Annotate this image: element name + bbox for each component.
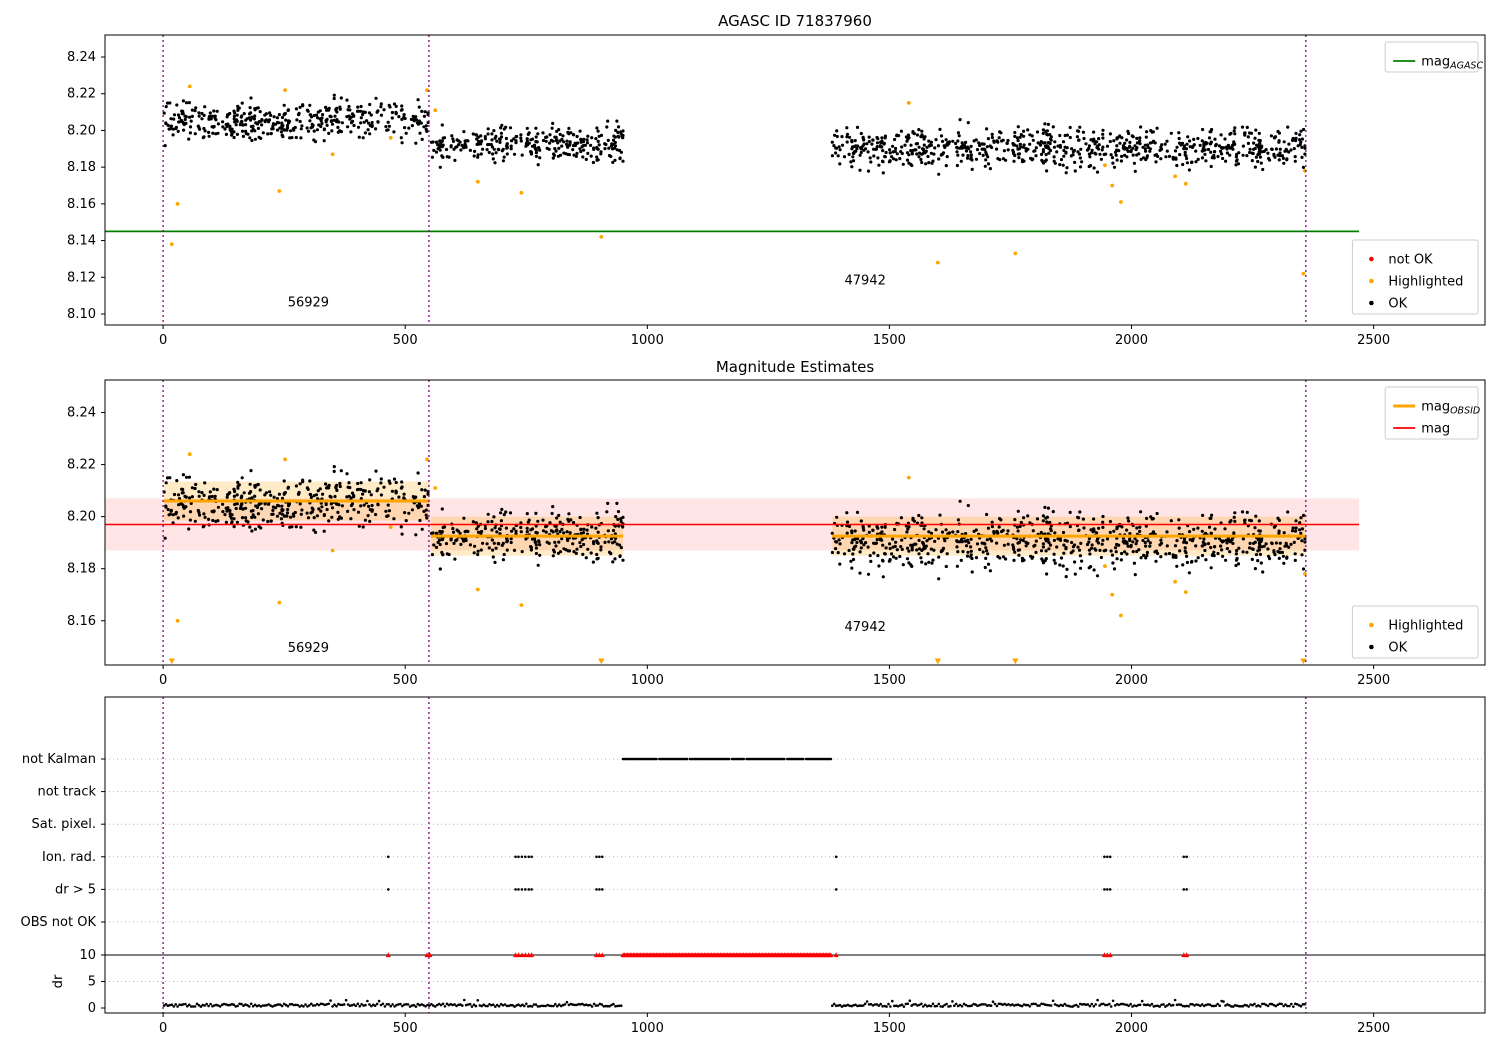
x-tick-label: 2000 [1115, 673, 1148, 688]
y-tick-label: 8.18 [67, 160, 96, 175]
x-tick-label: 500 [393, 1021, 418, 1036]
estimates-line-legend-box [1384, 386, 1479, 440]
obsid-mag-lines [164, 499, 1306, 538]
agasc-marker-legend-swatch-dot [1369, 278, 1374, 284]
x-tick-label: 0 [159, 673, 167, 688]
x-tick-label: 500 [393, 333, 418, 348]
y-tick-label: 8.18 [67, 562, 96, 577]
dr-tick-label: 5 [88, 975, 96, 990]
dr-trace-points [162, 998, 1307, 1008]
agasc-marker-legend-box [1351, 239, 1479, 315]
y-tick-label: 8.14 [67, 234, 96, 249]
agasc-chart-obsid-label-1: 47942 [845, 274, 886, 289]
x-tick-label: 1500 [873, 333, 906, 348]
not-kalman-points [621, 757, 833, 761]
clipped-low-markers [168, 658, 1307, 665]
x-tick-label: 0 [159, 1021, 167, 1036]
estimates-marker-legend-swatch-dot [1369, 622, 1374, 628]
top-chart-title: AGASC ID 71837960 [718, 12, 872, 30]
agasc-line-legend-item-label: magAGASC [1421, 55, 1483, 72]
flags-chart-gridlines [105, 758, 1485, 982]
estimates-marker-legend-item-label: Highlighted [1388, 619, 1463, 634]
agasc-chart-frame [104, 34, 1486, 326]
estimates-chart-x-axis: 0 500 1000 1500 2000 2500 [159, 665, 1390, 688]
flag-row-label: OBS not OK [21, 915, 97, 930]
agasc-line-legend-box [1384, 41, 1479, 73]
y-tick-label: 8.10 [67, 307, 96, 322]
flags-chart-obsid-boundaries [162, 697, 1307, 1013]
estimates-chart-y-axis: 8.16 8.18 8.20 8.22 8.24 [67, 406, 105, 629]
estimates-chart-highlighted-points [175, 452, 1307, 623]
agasc-marker-legend-item-label: OK [1388, 297, 1407, 312]
dr-exceed-markers [385, 952, 1190, 958]
flag-row-label: Ion. rad. [42, 850, 96, 865]
y-tick-label: 8.24 [67, 50, 96, 65]
estimates-line-legend: magOBSID mag [1384, 386, 1480, 440]
agasc-chart-ok-points [162, 93, 1307, 176]
x-tick-label: 500 [393, 673, 418, 688]
x-tick-label: 2000 [1115, 1021, 1148, 1036]
estimates-chart-obsid-label-1: 47942 [845, 620, 886, 635]
dr-axis-label: dr [51, 974, 66, 988]
flag-row-label: Sat. pixel. [32, 817, 96, 832]
estimates-chart-ok-points [162, 465, 1307, 581]
estimates-marker-legend-item-label: OK [1388, 641, 1407, 656]
y-tick-label: 8.22 [67, 87, 96, 102]
flag-row-label: dr > 5 [55, 882, 96, 897]
x-tick-label: 1000 [631, 1021, 664, 1036]
agasc-marker-legend-item-label: not OK [1388, 253, 1433, 268]
agasc-chart-x-axis: 0 500 1000 1500 2000 2500 [159, 325, 1390, 348]
flag-row-label: not track [37, 785, 96, 800]
x-tick-label: 1000 [631, 333, 664, 348]
agasc-marker-legend-item-label: Highlighted [1388, 275, 1463, 290]
agasc-chart-y-axis: 8.10 8.12 8.14 8.16 8.18 8.20 8.22 8.24 [67, 50, 105, 322]
estimates-chart-obsid-label-0: 56929 [288, 641, 329, 656]
y-tick-label: 8.16 [67, 197, 96, 212]
flag-row-label: not Kalman [22, 752, 96, 767]
dr-tick-label: 0 [88, 1001, 96, 1016]
flag-hit-points [387, 855, 1188, 891]
x-tick-label: 1500 [873, 1021, 906, 1036]
x-tick-label: 2500 [1357, 1021, 1390, 1036]
x-tick-label: 1000 [631, 673, 664, 688]
agasc-chart-obsid-boundaries [162, 35, 1307, 325]
x-tick-label: 1500 [873, 673, 906, 688]
flags-chart-frame [104, 696, 1486, 1014]
estimates-line-legend-item-label: mag [1421, 422, 1450, 437]
estimates-line-legend-item-label: magOBSID [1421, 400, 1480, 417]
agasc-marker-legend-swatch-dot [1369, 256, 1374, 262]
y-tick-label: 8.16 [67, 614, 96, 629]
estimates-marker-legend-box [1351, 605, 1479, 659]
y-tick-label: 8.12 [67, 270, 96, 285]
x-tick-label: 2500 [1357, 673, 1390, 688]
agasc-marker-legend: not OK Highlighted OK [1351, 239, 1479, 315]
flags-chart-y-axis: not Kalman not track Sat. pixel. Ion. rad. d… [21, 752, 105, 1016]
agasc-chart-highlighted-points [169, 84, 1307, 276]
y-tick-label: 8.20 [67, 123, 96, 138]
estimates-chart-frame [104, 379, 1486, 666]
agasc-chart-obsid-label-0: 56929 [288, 296, 329, 311]
y-tick-label: 8.22 [67, 458, 96, 473]
x-tick-label: 0 [159, 333, 167, 348]
estimates-marker-legend: Highlighted OK [1351, 605, 1479, 659]
agasc-marker-legend-swatch-dot [1369, 300, 1374, 306]
dr-tick-label: 10 [79, 948, 96, 963]
x-tick-label: 2500 [1357, 333, 1390, 348]
flags-chart-x-axis: 0 500 1000 1500 2000 2500 [159, 1013, 1390, 1036]
y-tick-label: 8.24 [67, 406, 96, 421]
middle-chart-title: Magnitude Estimates [715, 358, 875, 376]
agasc-line-legend: magAGASC [1384, 41, 1483, 73]
x-tick-label: 2000 [1115, 333, 1148, 348]
estimates-marker-legend-swatch-dot [1369, 644, 1374, 650]
y-tick-label: 8.20 [67, 510, 96, 525]
